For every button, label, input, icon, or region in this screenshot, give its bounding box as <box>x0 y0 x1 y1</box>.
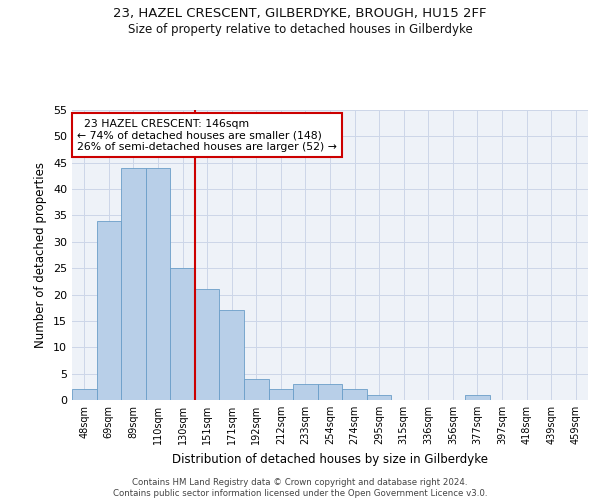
Bar <box>121 168 146 400</box>
Bar <box>318 384 342 400</box>
Bar <box>465 394 490 400</box>
Text: 23, HAZEL CRESCENT, GILBERDYKE, BROUGH, HU15 2FF: 23, HAZEL CRESCENT, GILBERDYKE, BROUGH, … <box>113 8 487 20</box>
Bar <box>367 394 391 400</box>
Bar <box>342 390 367 400</box>
Bar <box>97 220 121 400</box>
X-axis label: Distribution of detached houses by size in Gilberdyke: Distribution of detached houses by size … <box>172 452 488 466</box>
Y-axis label: Number of detached properties: Number of detached properties <box>34 162 47 348</box>
Bar <box>244 379 269 400</box>
Bar <box>195 290 220 400</box>
Bar <box>170 268 195 400</box>
Bar <box>293 384 318 400</box>
Bar <box>72 390 97 400</box>
Text: 23 HAZEL CRESCENT: 146sqm
← 74% of detached houses are smaller (148)
26% of semi: 23 HAZEL CRESCENT: 146sqm ← 74% of detac… <box>77 118 337 152</box>
Bar <box>269 390 293 400</box>
Bar <box>146 168 170 400</box>
Bar <box>220 310 244 400</box>
Text: Contains HM Land Registry data © Crown copyright and database right 2024.
Contai: Contains HM Land Registry data © Crown c… <box>113 478 487 498</box>
Text: Size of property relative to detached houses in Gilberdyke: Size of property relative to detached ho… <box>128 22 472 36</box>
